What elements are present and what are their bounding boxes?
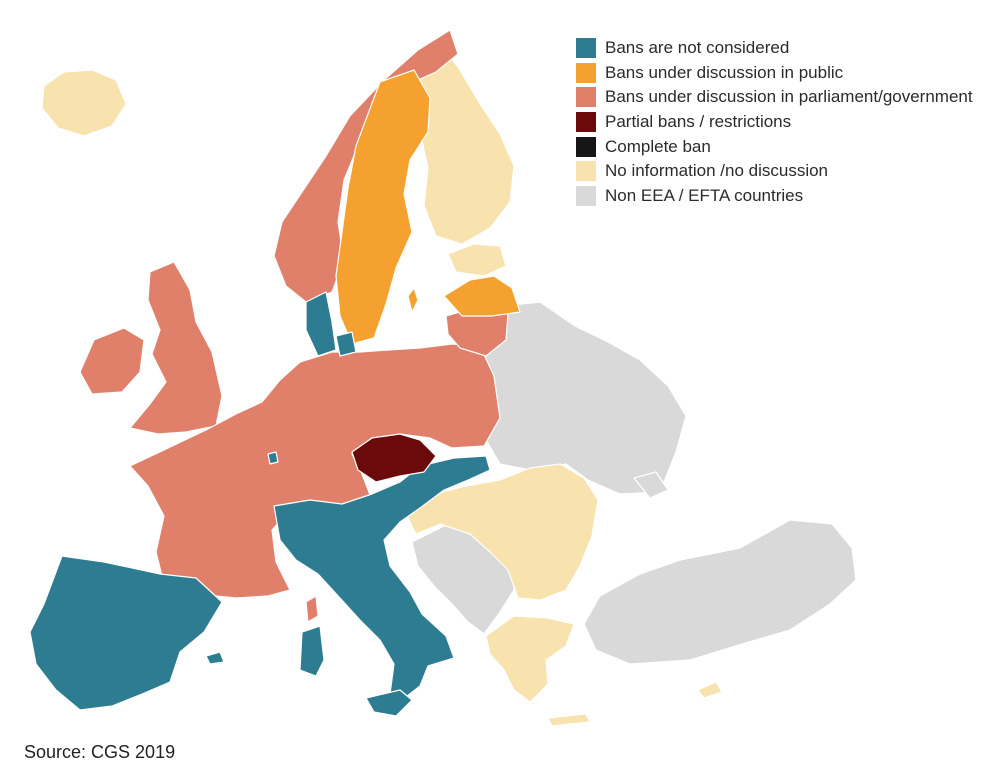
region-crimea [633,471,669,499]
region-baleares [205,651,225,665]
legend-swatch [576,38,596,59]
legend-swatch [576,62,596,83]
region-uk [129,261,223,435]
region-denmark-islands [335,331,357,357]
region-finland [413,39,515,245]
legend-label: Non EEA / EFTA countries [605,185,804,205]
legend-item: Bans are not considered [576,36,973,61]
region-czechia [351,433,437,483]
legend-label: Partial bans / restrictions [605,112,792,132]
region-sardinia [299,625,325,677]
legend-swatch [576,161,596,182]
legend-item: Bans under discussion in public [576,61,973,86]
legend-label: Complete ban [605,136,711,156]
legend-item: Non EEA / EFTA countries [576,184,973,209]
legend-item: No information /no discussion [576,159,973,184]
legend-label: Bans under discussion in parliament/gove… [605,87,973,107]
legend-label: No information /no discussion [605,161,829,181]
region-norway [273,29,459,303]
region-greece [485,615,575,703]
legend-label: Bans under discussion in public [605,62,844,82]
region-hungary-romania-bulgaria [403,463,599,601]
region-sweden [335,69,431,345]
region-iceland [41,69,127,137]
region-turkey [583,519,857,665]
region-latvia [443,275,521,317]
region-gotland [407,287,419,313]
source-note: Source: CGS 2019 [24,742,176,762]
region-ireland [79,327,145,395]
region-estonia [447,243,507,277]
legend-swatch [576,87,596,108]
region-crete [547,713,591,727]
legend-label: Bans are not considered [605,38,790,58]
legend: Bans are not considered Bans under discu… [576,36,973,208]
legend-swatch [576,185,596,206]
legend-swatch [576,112,596,133]
region-russia-belarus-ukraine [479,301,687,495]
region-sicily [365,689,413,717]
region-luxembourg [267,451,279,465]
region-corsica [305,595,319,623]
legend-item: Complete ban [576,134,973,159]
legend-item: Bans under discussion in parliament/gove… [576,85,973,110]
region-cyprus [697,681,723,699]
legend-swatch [576,136,596,157]
region-denmark [305,291,337,357]
legend-item: Partial bans / restrictions [576,110,973,135]
region-iberia [29,555,223,711]
